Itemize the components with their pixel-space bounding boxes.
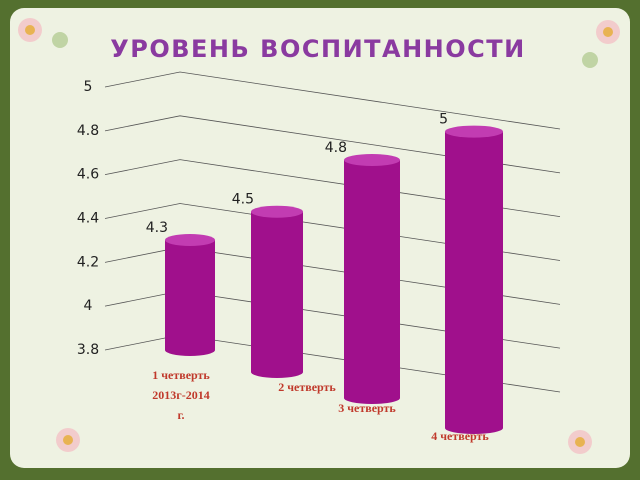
x-tick-label: 1 четверть 2013г-2014 г. (152, 368, 210, 422)
y-tick-label: 4.4 (77, 211, 99, 227)
y-tick-label: 4.8 (77, 123, 99, 139)
y-tick-label: 4.2 (77, 254, 99, 270)
bar (344, 160, 400, 398)
grid-line (104, 159, 561, 218)
x-tick-label: 3 четверть (338, 401, 396, 415)
corner-flowers (18, 18, 620, 454)
grid-line (104, 115, 561, 174)
bar-top (344, 154, 400, 166)
slide-panel (10, 8, 630, 468)
bar-top (251, 205, 303, 218)
bar (251, 211, 303, 372)
y-tick-label: 4 (84, 298, 93, 314)
bar (165, 240, 215, 350)
y-tick-label: 5 (84, 79, 93, 95)
y-tick-label: 4.6 (77, 167, 99, 183)
grid-line (104, 71, 561, 130)
bar-top (445, 125, 503, 138)
value-label: 4.8 (325, 140, 347, 156)
value-label: 5 (439, 112, 448, 128)
bar (445, 131, 503, 428)
y-tick-label: 3.8 (77, 342, 99, 358)
grid-line (104, 203, 561, 261)
value-label: 4.3 (146, 220, 168, 236)
value-label: 4.5 (232, 192, 254, 208)
chart-title: УРОВЕНЬ ВОСПИТАННОСТИ (110, 35, 526, 63)
x-tick-label: 2 четверть (278, 380, 336, 394)
x-tick-label: 4 четверть (431, 429, 489, 443)
bar-top (165, 234, 215, 246)
